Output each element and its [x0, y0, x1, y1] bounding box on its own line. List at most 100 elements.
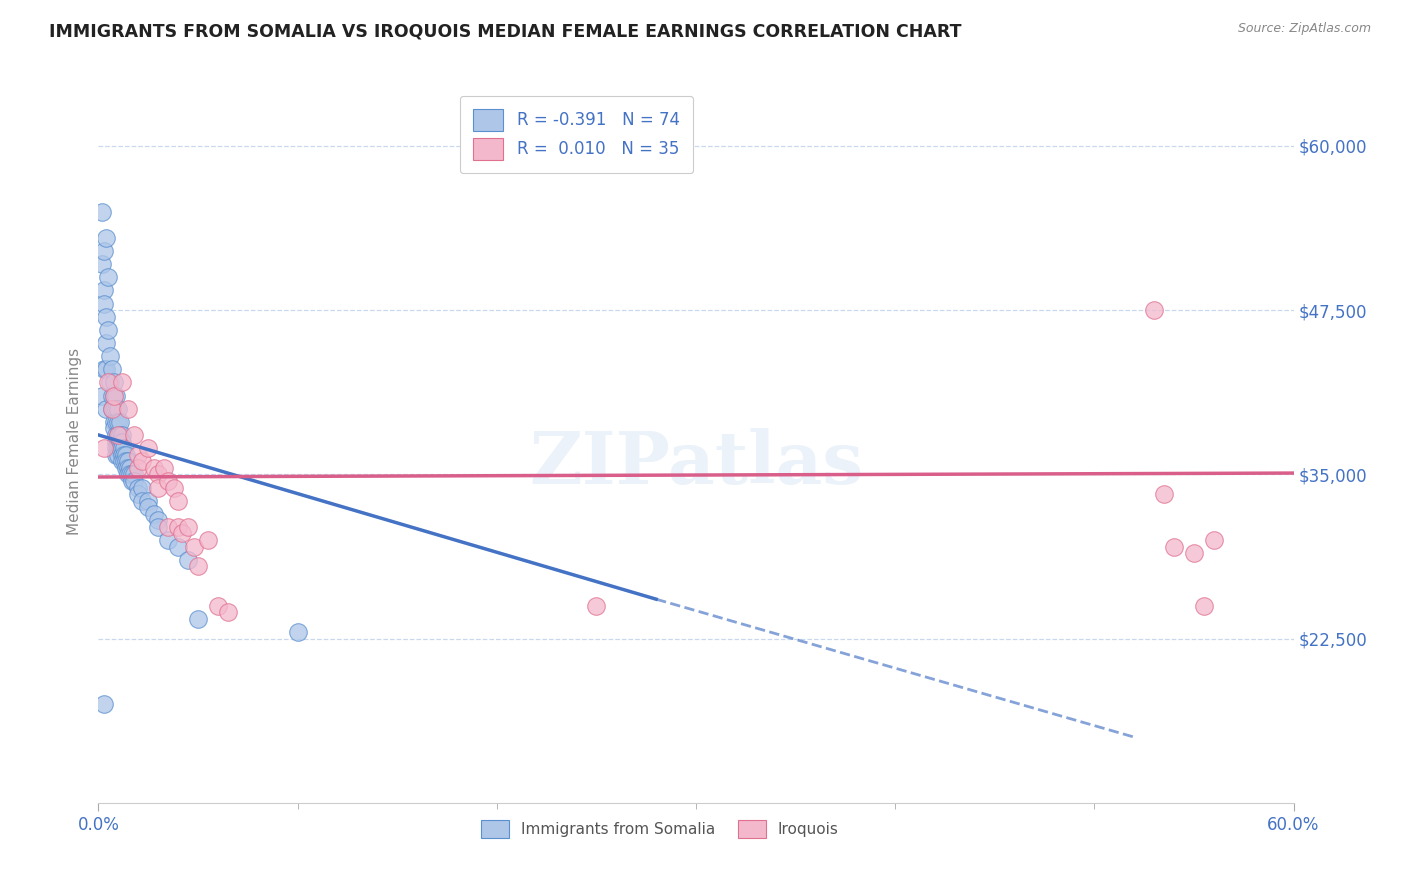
Point [110, 428, 132, 442]
Point [172, 526, 194, 541]
Point [103, 388, 125, 402]
Point [136, 500, 159, 515]
Point [121, 474, 143, 488]
Y-axis label: Median Female Earnings: Median Female Earnings [67, 348, 83, 535]
Point [105, 448, 128, 462]
Point [105, 388, 128, 402]
Point [105, 428, 128, 442]
Point [103, 401, 125, 416]
Point [121, 467, 143, 482]
Point [107, 415, 129, 429]
Point [287, 625, 309, 640]
Point [167, 520, 190, 534]
Point [107, 428, 129, 442]
Point [131, 481, 153, 495]
Point [93, 244, 115, 258]
Point [103, 376, 125, 390]
Point [105, 415, 128, 429]
Point [217, 605, 239, 619]
Point [96, 336, 118, 351]
Point [177, 520, 200, 534]
Point [585, 599, 607, 613]
Point [197, 533, 219, 547]
Point [187, 559, 209, 574]
Point [143, 460, 166, 475]
Point [98, 376, 122, 390]
Point [111, 448, 134, 462]
Point [1143, 303, 1166, 318]
Point [96, 362, 118, 376]
Point [97, 376, 120, 390]
Point [103, 415, 125, 429]
Point [111, 441, 134, 455]
Point [1163, 540, 1185, 554]
Point [107, 448, 129, 462]
Point [91, 257, 114, 271]
Text: ZIPatlas: ZIPatlas [529, 428, 863, 499]
Point [131, 454, 153, 468]
Point [91, 388, 114, 402]
Point [187, 612, 209, 626]
Point [96, 401, 118, 416]
Point [148, 467, 170, 482]
Point [105, 441, 128, 455]
Point [120, 460, 142, 475]
Point [107, 441, 129, 455]
Point [167, 540, 190, 554]
Legend: Immigrants from Somalia, Iroquois: Immigrants from Somalia, Iroquois [474, 813, 846, 846]
Point [98, 349, 122, 363]
Text: IMMIGRANTS FROM SOMALIA VS IROQUOIS MEDIAN FEMALE EARNINGS CORRELATION CHART: IMMIGRANTS FROM SOMALIA VS IROQUOIS MEDI… [49, 22, 962, 40]
Point [167, 493, 190, 508]
Point [177, 553, 200, 567]
Point [131, 493, 153, 508]
Point [117, 401, 139, 416]
Point [93, 362, 115, 376]
Point [127, 481, 149, 495]
Point [101, 401, 124, 416]
Point [148, 520, 170, 534]
Point [163, 481, 186, 495]
Point [117, 460, 139, 475]
Point [115, 454, 138, 468]
Point [1192, 599, 1215, 613]
Point [148, 513, 170, 527]
Point [120, 467, 142, 482]
Point [96, 231, 118, 245]
Point [91, 204, 114, 219]
Point [111, 454, 134, 468]
Point [103, 388, 125, 402]
Point [115, 460, 138, 475]
Point [93, 284, 115, 298]
Point [124, 428, 146, 442]
Point [153, 460, 176, 475]
Point [97, 270, 120, 285]
Point [96, 310, 118, 324]
Point [107, 428, 129, 442]
Point [110, 415, 132, 429]
Point [157, 520, 180, 534]
Point [1182, 546, 1205, 560]
Point [93, 296, 115, 310]
Point [97, 323, 120, 337]
Point [136, 493, 159, 508]
Point [157, 474, 180, 488]
Point [207, 599, 229, 613]
Point [105, 401, 128, 416]
Point [112, 441, 135, 455]
Point [157, 533, 180, 547]
Point [136, 441, 159, 455]
Point [124, 467, 146, 482]
Point [127, 448, 149, 462]
Point [110, 434, 132, 449]
Point [143, 507, 166, 521]
Point [112, 448, 135, 462]
Point [103, 421, 125, 435]
Point [124, 474, 146, 488]
Point [127, 460, 149, 475]
Point [148, 481, 170, 495]
Point [93, 441, 115, 455]
Point [101, 362, 124, 376]
Point [1202, 533, 1225, 547]
Point [117, 467, 139, 482]
Point [107, 434, 129, 449]
